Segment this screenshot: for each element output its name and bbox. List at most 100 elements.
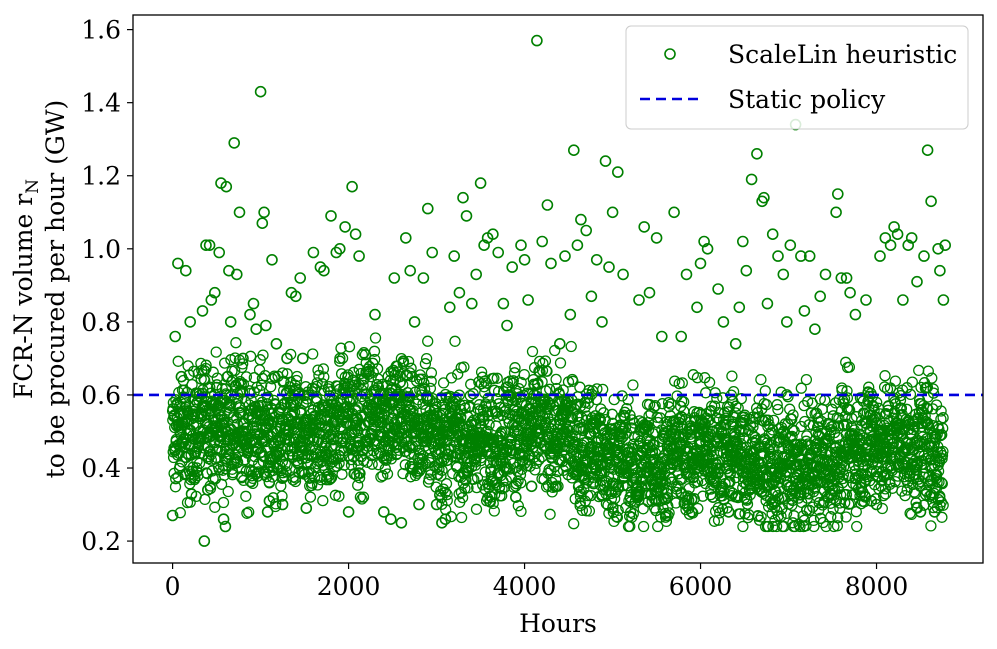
scatter-point xyxy=(939,239,952,251)
cloud-point xyxy=(437,377,450,389)
cloud-point xyxy=(863,390,875,403)
scatter-point xyxy=(911,275,923,288)
cloud-point xyxy=(720,412,732,424)
cloud-point xyxy=(510,478,523,490)
scatter-point xyxy=(244,308,256,321)
cloud-point xyxy=(936,511,948,523)
cloud-point xyxy=(533,454,545,466)
cloud-point xyxy=(570,399,583,411)
cloud-point xyxy=(583,391,595,404)
cloud-point xyxy=(663,507,675,519)
scatter-point xyxy=(256,217,269,229)
cloud-point xyxy=(936,477,948,490)
cloud-point xyxy=(843,404,856,416)
cloud-point xyxy=(200,362,212,375)
cloud-point xyxy=(837,468,850,481)
scatter-point xyxy=(844,286,856,299)
cloud-point xyxy=(922,391,934,403)
cloud-point xyxy=(808,520,820,533)
scatter-point xyxy=(835,272,848,284)
scatter-point xyxy=(831,188,844,200)
cloud-point xyxy=(662,396,675,409)
cloud-point xyxy=(934,429,947,442)
scatter-point xyxy=(603,261,615,273)
scatter-point xyxy=(870,498,883,511)
scatter-point xyxy=(430,498,443,511)
cloud-point xyxy=(810,426,822,438)
cloud-point xyxy=(825,511,837,523)
scatter-point xyxy=(545,257,557,270)
cloud-point xyxy=(407,405,419,417)
scatter-point xyxy=(740,264,753,277)
cloud-point xyxy=(839,451,851,463)
cloud-point xyxy=(452,368,464,380)
scatter-point xyxy=(761,297,774,310)
legend: ScaleLin heuristic Static policy xyxy=(625,25,969,130)
cloud-point xyxy=(692,502,704,515)
cloud-point xyxy=(449,335,461,347)
cloud-point xyxy=(488,505,500,517)
cloud-point xyxy=(858,496,870,508)
scatter-point xyxy=(300,502,313,515)
cloud-point xyxy=(788,510,800,522)
scatter-point xyxy=(417,272,430,284)
scatter-point xyxy=(217,513,230,526)
scatter-point xyxy=(224,316,237,328)
cloud-point xyxy=(711,392,723,405)
scatter-point xyxy=(281,352,293,365)
scatter-point xyxy=(860,294,872,306)
cloud-point xyxy=(482,392,494,404)
scatter-point xyxy=(675,330,688,343)
cloud-point xyxy=(425,375,437,387)
scatter-point xyxy=(421,202,434,215)
scatter-point xyxy=(830,206,842,219)
cloud-point xyxy=(663,401,675,413)
cloud-point xyxy=(377,470,389,482)
cloud-point xyxy=(935,477,948,489)
scatter-point xyxy=(307,246,320,259)
cloud-point xyxy=(803,504,816,517)
cloud-point xyxy=(257,349,269,361)
y-tick-label: 1.6 xyxy=(81,16,121,45)
cloud-point xyxy=(323,474,335,486)
cloud-point xyxy=(824,458,837,471)
scatter-point xyxy=(932,243,944,255)
cloud-point xyxy=(705,445,717,458)
cloud-point xyxy=(283,434,295,446)
cloud-point xyxy=(800,373,813,386)
scatter-point xyxy=(474,177,487,189)
scatter-point xyxy=(905,232,918,244)
cloud-point xyxy=(912,477,924,489)
cloud-point xyxy=(515,505,527,518)
scatter-point xyxy=(819,268,832,281)
cloud-point xyxy=(598,407,610,419)
cloud-point xyxy=(822,435,834,447)
cloud-point xyxy=(627,379,639,391)
scatter-point xyxy=(349,228,362,240)
cloud-point xyxy=(795,489,807,501)
cloud-point xyxy=(735,425,747,438)
cloud-point xyxy=(512,475,524,487)
scatter-point xyxy=(384,513,397,526)
scatter-point xyxy=(780,316,793,328)
cloud-point xyxy=(397,379,409,391)
scatter-point xyxy=(553,337,566,350)
scatter-point xyxy=(261,506,274,518)
cloud-point xyxy=(737,520,749,533)
y-tick-label: 0.2 xyxy=(81,527,121,556)
scatter-point xyxy=(439,513,452,526)
scatter-point xyxy=(694,257,707,270)
cloud-point xyxy=(237,378,250,390)
cloud-point xyxy=(413,465,426,477)
cloud-point xyxy=(530,457,542,470)
cloud-point xyxy=(445,372,458,384)
cloud-point xyxy=(831,520,844,532)
scatter-point xyxy=(314,261,327,273)
cloud-point xyxy=(723,485,736,497)
cloud-point xyxy=(622,394,634,406)
scatter-point xyxy=(617,268,629,281)
cloud-point xyxy=(691,372,704,384)
cloud-point xyxy=(308,410,320,423)
cloud-point xyxy=(357,491,370,503)
